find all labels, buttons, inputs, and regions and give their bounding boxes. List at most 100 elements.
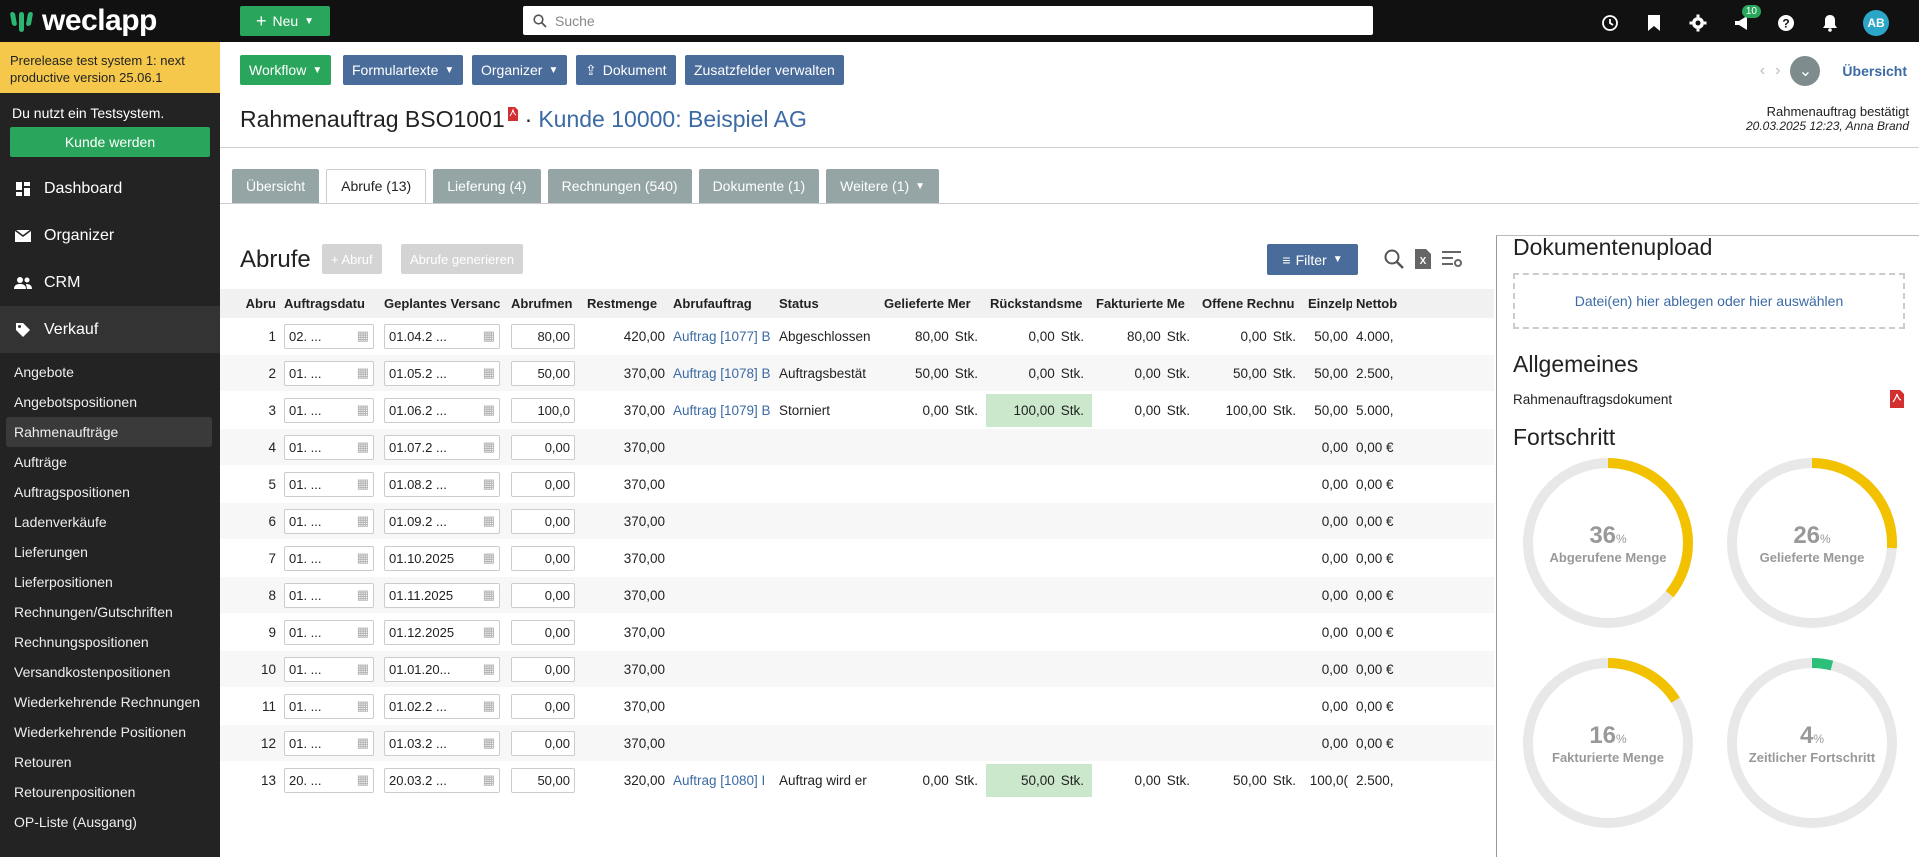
calloff-qty-input[interactable]: 0,00 <box>511 434 575 460</box>
calloff-order-link[interactable]: Auftrag [1078] B <box>673 365 771 381</box>
planned-ship-date-input[interactable]: 01.11.2025 ▦ <box>384 582 500 608</box>
calloff-order-link[interactable]: Auftrag [1079] B <box>673 402 771 418</box>
order-date-input[interactable]: 01. ... ▦ <box>284 545 374 571</box>
search-input[interactable]: Suche <box>523 6 1373 35</box>
sidebar-item-crm[interactable]: CRM <box>0 259 220 306</box>
order-date-input[interactable]: 02. ... ▦ <box>284 323 374 349</box>
calendar-icon[interactable]: ▦ <box>356 328 369 343</box>
calendar-icon[interactable]: ▦ <box>482 735 495 750</box>
calendar-icon[interactable]: ▦ <box>356 624 369 639</box>
calendar-icon[interactable]: ▦ <box>356 439 369 454</box>
order-date-input[interactable]: 01. ... ▦ <box>284 730 374 756</box>
planned-ship-date-input[interactable]: 01.09.2 ... ▦ <box>384 508 500 534</box>
sidebar-subitem[interactable]: Lieferpositionen <box>14 574 113 590</box>
column-header[interactable]: Restmenge <box>587 296 658 311</box>
overview-link[interactable]: Übersicht <box>1842 63 1907 79</box>
order-date-input[interactable]: 01. ... ▦ <box>284 693 374 719</box>
calloff-qty-input[interactable]: 0,00 <box>511 730 575 756</box>
calloff-qty-input[interactable]: 0,00 <box>511 545 575 571</box>
calendar-icon[interactable]: ▦ <box>482 513 495 528</box>
excel-export-icon[interactable]: X <box>1413 248 1433 270</box>
calendar-icon[interactable]: ▦ <box>356 735 369 750</box>
pdf-icon[interactable] <box>1889 390 1905 408</box>
add-calloff-button[interactable]: + Abruf <box>322 244 382 274</box>
formtexts-button[interactable]: Formulartexte ▼ <box>343 55 464 85</box>
tab-invoices[interactable]: Rechnungen (540) <box>547 169 692 203</box>
extra-fields-button[interactable]: Zusatzfelder verwalten <box>685 55 844 85</box>
calloff-qty-input[interactable]: 0,00 <box>511 471 575 497</box>
tab-more[interactable]: Weitere (1) ▼ <box>826 169 940 203</box>
calloff-qty-input[interactable]: 50,00 <box>511 767 575 793</box>
planned-ship-date-input[interactable]: 01.08.2 ... ▦ <box>384 471 500 497</box>
bookmark-icon[interactable] <box>1643 12 1665 34</box>
planned-ship-date-input[interactable]: 01.01.20... ▦ <box>384 656 500 682</box>
column-header[interactable]: Abrufmen <box>511 296 573 311</box>
calloff-qty-input[interactable]: 0,00 <box>511 693 575 719</box>
column-header[interactable]: Abrufauftrag <box>673 296 752 311</box>
order-date-input[interactable]: 20. ... ▦ <box>284 767 374 793</box>
calendar-icon[interactable]: ▦ <box>482 661 495 676</box>
calendar-icon[interactable]: ▦ <box>356 513 369 528</box>
sidebar-subitem[interactable]: Ladenverkäufe <box>14 514 107 530</box>
sidebar-subitem[interactable]: Versandkostenpositionen <box>14 664 171 680</box>
planned-ship-date-input[interactable]: 01.03.2 ... ▦ <box>384 730 500 756</box>
weclapp-logo[interactable]: weclapp <box>9 4 157 38</box>
sidebar-subitem[interactable]: Angebotspositionen <box>14 394 137 410</box>
calendar-icon[interactable]: ▦ <box>356 365 369 380</box>
calendar-icon[interactable]: ▦ <box>482 476 495 491</box>
search-icon[interactable] <box>1383 248 1405 270</box>
planned-ship-date-input[interactable]: 01.06.2 ... ▦ <box>384 397 500 423</box>
tab-calloffs[interactable]: Abrufe (13) <box>326 169 427 203</box>
planned-ship-date-input[interactable]: 01.07.2 ... ▦ <box>384 434 500 460</box>
become-customer-button[interactable]: Kunde werden <box>10 127 210 157</box>
calendar-icon[interactable]: ▦ <box>356 661 369 676</box>
sidebar-subitem[interactable]: Lieferungen <box>14 544 88 560</box>
planned-ship-date-input[interactable]: 01.02.2 ... ▦ <box>384 693 500 719</box>
calloff-qty-input[interactable]: 0,00 <box>511 656 575 682</box>
calendar-icon[interactable]: ▦ <box>356 587 369 602</box>
sidebar-item-dashboard[interactable]: Dashboard <box>0 165 220 212</box>
planned-ship-date-input[interactable]: 01.12.2025 ▦ <box>384 619 500 645</box>
sidebar-subitem[interactable]: Wiederkehrende Rechnungen <box>14 694 201 710</box>
column-header[interactable]: Auftragsdatu <box>284 296 365 311</box>
history-icon[interactable] <box>1599 12 1621 34</box>
calendar-icon[interactable]: ▦ <box>482 587 495 602</box>
gear-icon[interactable] <box>1687 12 1709 34</box>
sidebar-subitem[interactable]: OP-Liste (Ausgang) <box>14 814 137 830</box>
calloff-qty-input[interactable]: 50,00 <box>511 360 575 386</box>
organizer-button[interactable]: Organizer ▼ <box>472 55 568 85</box>
column-header[interactable]: Geplantes Versanc <box>384 296 501 311</box>
order-date-input[interactable]: 01. ... ▦ <box>284 471 374 497</box>
order-date-input[interactable]: 01. ... ▦ <box>284 360 374 386</box>
calendar-icon[interactable]: ▦ <box>356 772 369 787</box>
avatar[interactable]: AB <box>1863 10 1889 36</box>
sidebar-item-verkauf[interactable]: Verkauf <box>0 306 220 353</box>
pdf-icon[interactable] <box>507 106 519 121</box>
previous-record-icon[interactable]: ‹ <box>1759 62 1766 79</box>
calendar-icon[interactable]: ▦ <box>482 550 495 565</box>
megaphone-icon[interactable]: 10 <box>1731 5 1761 34</box>
column-settings-icon[interactable] <box>1441 248 1463 270</box>
chevron-down-icon[interactable]: ⌄ <box>1790 56 1821 86</box>
order-date-input[interactable]: 01. ... ▦ <box>284 508 374 534</box>
sidebar-subitem[interactable]: Wiederkehrende Positionen <box>14 724 186 740</box>
planned-ship-date-input[interactable]: 01.05.2 ... ▦ <box>384 360 500 386</box>
column-header[interactable]: Abru <box>245 296 276 311</box>
column-header[interactable]: Fakturierte Me <box>1096 296 1185 311</box>
calendar-icon[interactable]: ▦ <box>356 550 369 565</box>
calendar-icon[interactable]: ▦ <box>356 402 369 417</box>
planned-ship-date-input[interactable]: 20.03.2 ... ▦ <box>384 767 500 793</box>
calloff-qty-input[interactable]: 0,00 <box>511 508 575 534</box>
column-header[interactable]: Gelieferte Mer <box>884 296 971 311</box>
calendar-icon[interactable]: ▦ <box>356 476 369 491</box>
order-date-input[interactable]: 01. ... ▦ <box>284 619 374 645</box>
sidebar-subitem[interactable]: Retouren <box>14 754 72 770</box>
new-button[interactable]: + Neu ▼ <box>240 6 330 36</box>
generate-calloffs-button[interactable]: Abrufe generieren <box>401 244 524 274</box>
tab-overview[interactable]: Übersicht <box>232 169 320 203</box>
sidebar-subitem[interactable]: Rechnungen/Gutschriften <box>14 604 173 620</box>
calendar-icon[interactable]: ▦ <box>482 439 495 454</box>
tab-documents[interactable]: Dokumente (1) <box>698 169 820 203</box>
column-header[interactable]: Einzelp <box>1308 296 1352 311</box>
calloff-order-link[interactable]: Auftrag [1077] B <box>673 328 771 344</box>
